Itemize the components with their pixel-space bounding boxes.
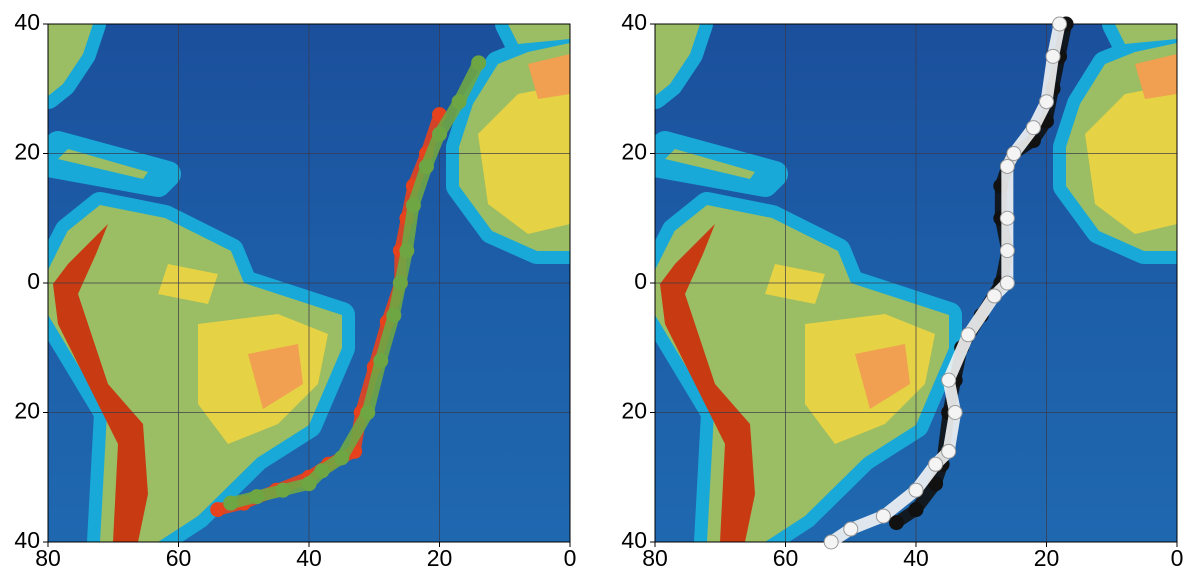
track-point	[393, 276, 407, 290]
track-point	[1000, 211, 1014, 225]
y-tick-label: 40	[14, 9, 40, 35]
x-tick-label: 0	[1171, 545, 1184, 571]
y-tick-label: 40	[621, 527, 647, 553]
y-tick-label: 20	[14, 139, 40, 165]
x-tick-label: 40	[296, 545, 322, 571]
track-point	[824, 535, 838, 549]
y-tick-label: 20	[14, 398, 40, 424]
track-point	[211, 503, 225, 517]
track-point	[250, 490, 264, 504]
track-point	[1053, 17, 1067, 31]
y-tick-label: 20	[621, 398, 647, 424]
track-point	[374, 354, 388, 368]
x-tick-label: 20	[1034, 545, 1060, 571]
track-point	[942, 444, 956, 458]
track-point	[452, 95, 466, 109]
track-point	[400, 244, 414, 258]
track-point	[909, 483, 923, 497]
track-point	[406, 198, 420, 212]
track-point	[1000, 244, 1014, 258]
track-point	[1040, 95, 1054, 109]
track-point	[361, 406, 375, 420]
x-tick-label: 40	[903, 545, 929, 571]
track-point	[961, 328, 975, 342]
track-point	[472, 56, 486, 70]
track-point	[1000, 159, 1014, 173]
y-tick-label: 40	[621, 9, 647, 35]
x-tick-label: 0	[564, 545, 577, 571]
track-point	[1026, 121, 1040, 135]
track-point	[335, 451, 349, 465]
x-tick-label: 20	[427, 545, 453, 571]
track-point	[224, 496, 238, 510]
y-tick-label: 0	[634, 268, 647, 294]
track-point	[302, 477, 316, 491]
x-tick-label: 60	[773, 545, 799, 571]
track-point	[315, 464, 329, 478]
track-point	[387, 308, 401, 322]
track-point	[433, 127, 447, 141]
x-tick-label: 60	[166, 545, 192, 571]
track-point	[942, 373, 956, 387]
track-point	[1046, 49, 1060, 63]
track-point	[929, 457, 943, 471]
track-point	[276, 483, 290, 497]
track-point	[419, 159, 433, 173]
track-point	[1000, 276, 1014, 290]
track-point	[987, 289, 1001, 303]
track-point	[889, 516, 903, 530]
y-tick-label: 40	[14, 527, 40, 553]
y-tick-label: 20	[621, 139, 647, 165]
figure: 806040200402002040806040200402002040	[0, 0, 1184, 574]
track-point	[948, 406, 962, 420]
track-point	[909, 503, 923, 517]
track-point	[876, 509, 890, 523]
track-point	[1007, 147, 1021, 161]
y-tick-label: 0	[27, 268, 40, 294]
track-point	[844, 522, 858, 536]
